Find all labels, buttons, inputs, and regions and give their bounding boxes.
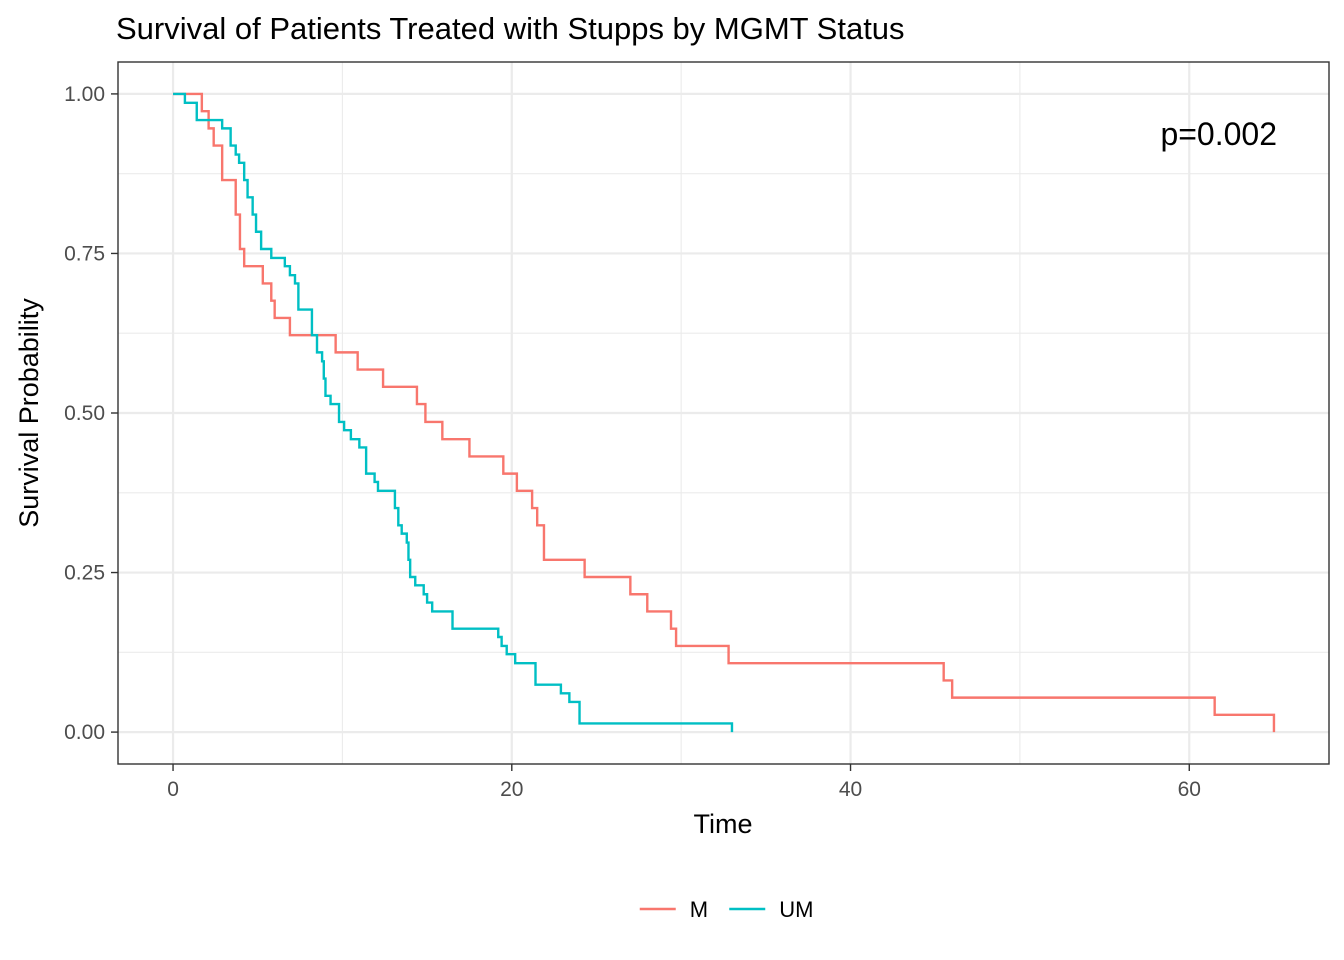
series-line-um: [173, 92, 734, 733]
y-tick-label: 0.75: [64, 242, 105, 265]
chart-title: Survival of Patients Treated with Stupps…: [116, 11, 905, 46]
p-value-annotation: p=0.002: [1160, 116, 1277, 152]
x-tick-label: 40: [839, 778, 862, 801]
x-tick-label: 20: [500, 778, 523, 801]
y-tick-label: 0.00: [64, 721, 105, 744]
gridlines: [118, 62, 1329, 764]
y-tick-label: 0.25: [64, 562, 105, 585]
series-lines: [173, 92, 1276, 733]
series-line-m: [173, 92, 1276, 733]
y-axis-title: Survival Probability: [14, 298, 44, 528]
legend: M UM: [639, 897, 813, 922]
x-axis-title: Time: [694, 809, 753, 839]
axis-ticks: 0 20 40 60 0.00 0.25 0.50 0.75 1.00: [64, 83, 1201, 801]
legend-label-m: M: [690, 897, 708, 922]
y-tick-label: 1.00: [64, 83, 105, 106]
legend-label-um: UM: [779, 897, 813, 922]
x-tick-label: 0: [167, 778, 179, 801]
y-tick-label: 0.50: [64, 402, 105, 425]
x-tick-label: 60: [1178, 778, 1201, 801]
